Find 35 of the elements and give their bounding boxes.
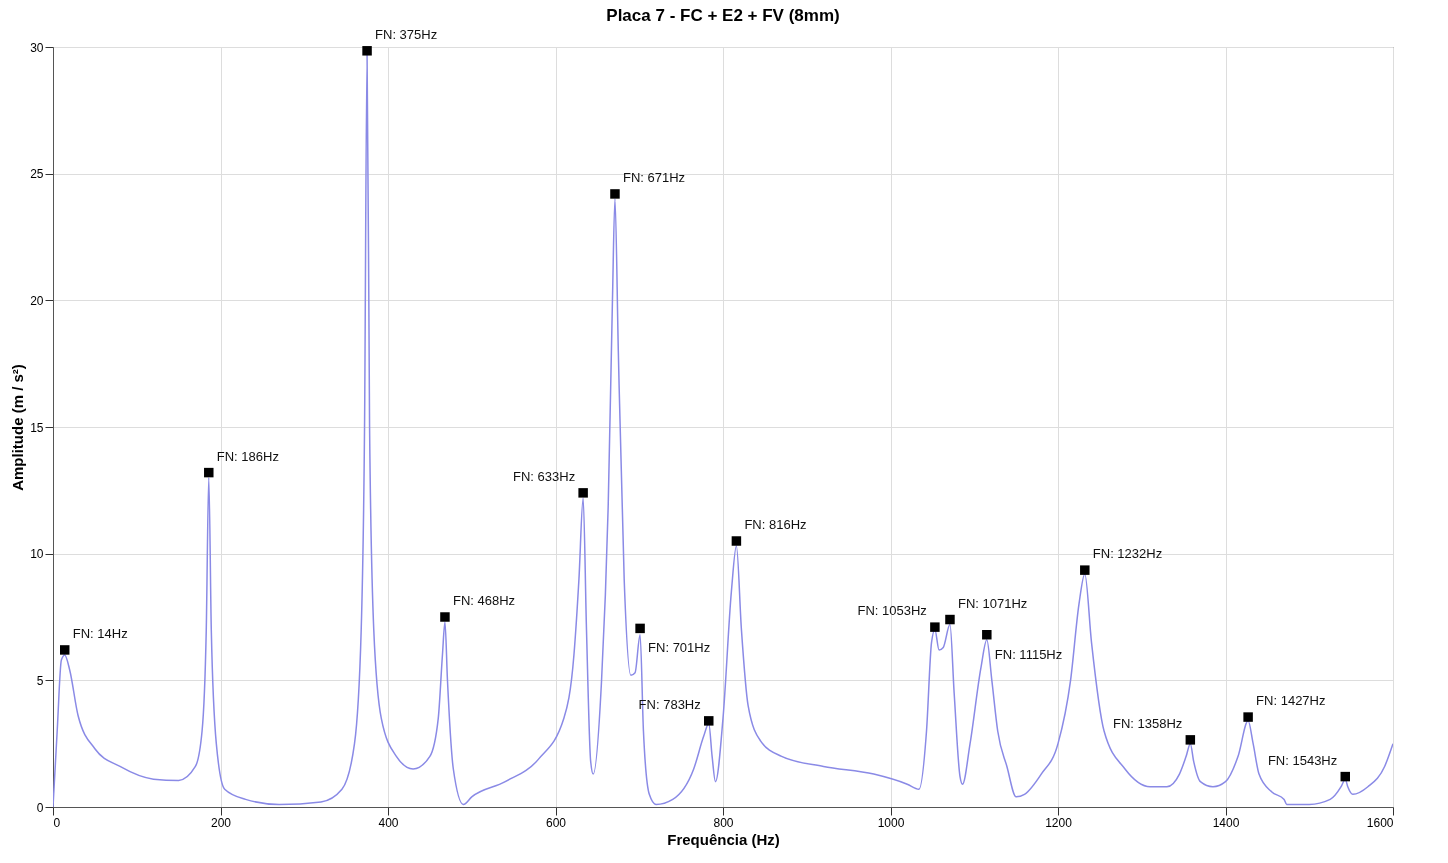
annotation: FN: 186Hz (216, 448, 279, 464)
annotation: FN: 14Hz (72, 625, 128, 641)
x-tick-label: 1000 (877, 815, 905, 830)
x-tick-label: 400 (378, 815, 399, 830)
x-tick-label: 1400 (1212, 815, 1240, 830)
annotation: FN: 1053Hz (857, 603, 927, 619)
x-tick-label: 800 (713, 815, 734, 830)
annotation: FN: 1543Hz (1267, 752, 1338, 768)
y-tick-label: 5 (36, 673, 44, 688)
annotation: FN: 816Hz (744, 517, 807, 532)
annotation: FN: 1427Hz (1256, 693, 1326, 709)
y-tick-label: 0 (36, 800, 44, 815)
annotation: FN: 375Hz (375, 26, 438, 42)
y-tick-label: 15 (30, 420, 44, 435)
annotation: FN: 671Hz (622, 169, 686, 185)
chart-title: Placa 7 - FC + E2 + FV (8mm) (606, 5, 840, 25)
annotation: FN: 1115Hz (994, 646, 1063, 662)
annotation: FN: 1071Hz (957, 595, 1028, 611)
y-tick-label: 30 (30, 40, 44, 55)
annotation: FN: 701Hz (648, 640, 711, 656)
annotation: FN: 468Hz (452, 593, 516, 608)
x-axis-title: Frequência (Hz) (667, 830, 780, 848)
x-tick-label: 200 (210, 815, 232, 830)
annotation: FN: 783Hz (638, 696, 701, 712)
x-tick-label: 0 (53, 815, 61, 830)
annotation: FN: 633Hz (513, 468, 576, 484)
x-tick-label: 600 (545, 815, 567, 830)
annotation: FN: 1232Hz (1092, 546, 1163, 562)
y-tick-label: 10 (30, 547, 44, 562)
y-tick-label: 25 (30, 167, 44, 182)
y-axis-title: Amplitude (m / s²) (9, 364, 27, 491)
y-tick-label: 20 (30, 293, 44, 308)
x-tick-label: 1600 (1366, 815, 1394, 830)
annotation: FN: 1358Hz (1112, 715, 1183, 731)
x-tick-label: 1200 (1045, 815, 1073, 830)
